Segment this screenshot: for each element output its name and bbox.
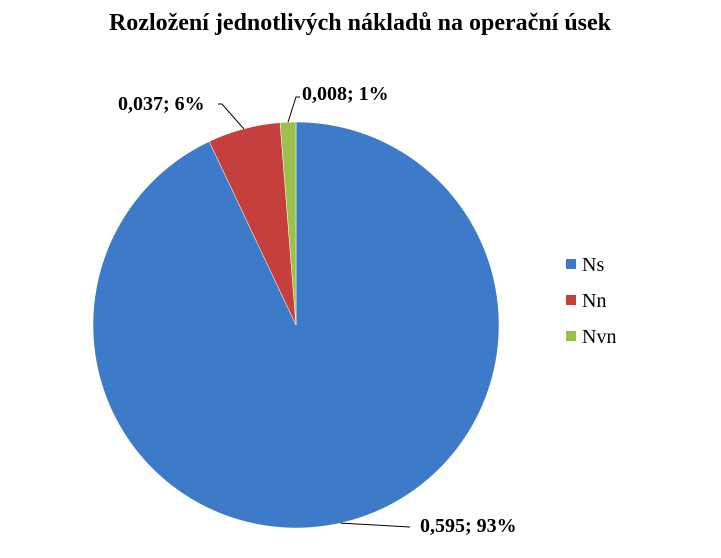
leader-line-ns [340, 522, 411, 528]
legend: Ns Nn Nvn [566, 254, 616, 348]
leader-line-nvn [287, 96, 300, 123]
legend-swatch-nvn [566, 331, 576, 341]
data-labels: 0,595; 93% 0,037; 6% 0,008; 1% [118, 83, 517, 537]
data-label-ns: 0,595; 93% [420, 515, 517, 537]
legend-swatch-ns [566, 259, 576, 269]
pie-slice-nvn [279, 121, 297, 326]
leader-lines [218, 96, 411, 528]
pie-slices [92, 121, 500, 529]
legend-label-ns: Ns [582, 254, 604, 276]
legend-label-nvn: Nvn [582, 326, 616, 348]
legend-label-nn: Nn [582, 290, 606, 312]
leader-line-nn [218, 103, 245, 130]
chart-title: Rozložení jednotlivých nákladů na operač… [109, 10, 612, 36]
data-label-nvn: 0,008; 1% [302, 83, 389, 105]
legend-swatch-nn [566, 295, 576, 305]
data-label-nn: 0,037; 6% [118, 93, 205, 115]
